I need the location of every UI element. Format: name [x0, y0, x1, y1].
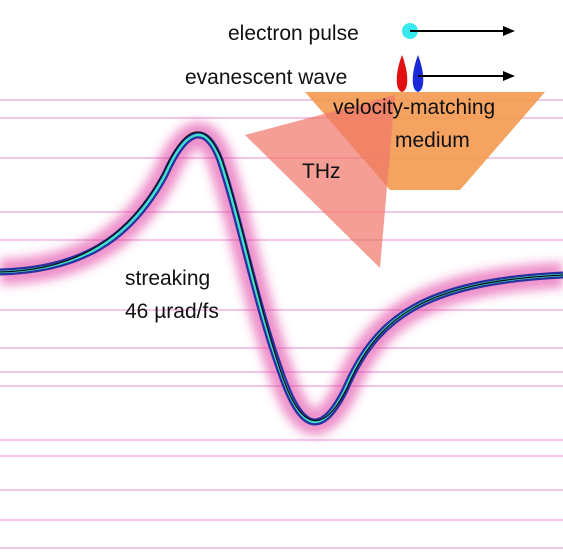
- label: evanescent wave: [185, 66, 347, 89]
- label: THz: [302, 160, 341, 183]
- label: streaking: [125, 267, 210, 290]
- label: velocity-matching: [333, 96, 495, 119]
- label: medium: [395, 129, 470, 152]
- arrow-head: [503, 71, 515, 81]
- label: electron pulse: [228, 22, 359, 45]
- arrow-head: [503, 26, 515, 36]
- thz-beam: [245, 95, 395, 268]
- label: 46 µrad/fs: [125, 300, 219, 323]
- blue-pulse: [412, 55, 424, 92]
- red-pulse: [396, 55, 408, 92]
- fit-curve: [0, 131, 563, 422]
